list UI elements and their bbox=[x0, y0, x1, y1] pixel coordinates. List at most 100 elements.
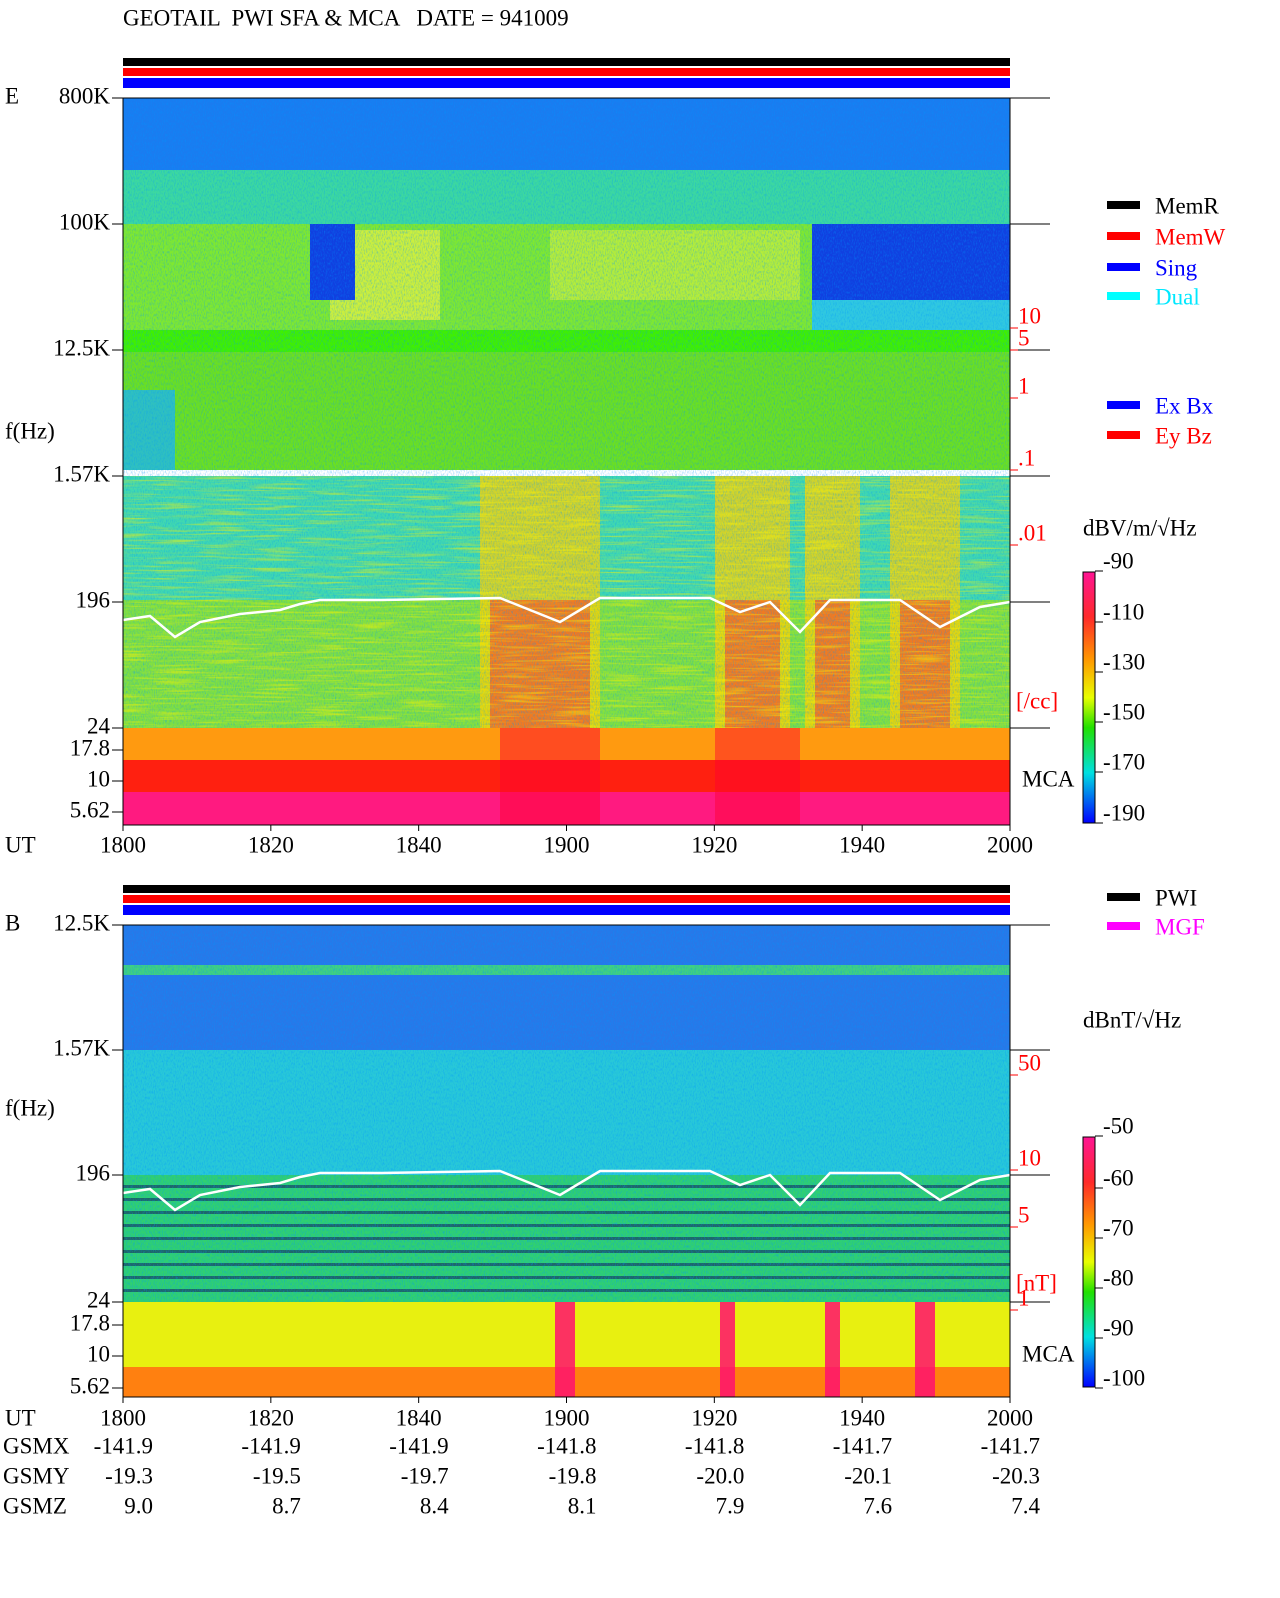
legend-label: Sing bbox=[1155, 255, 1198, 280]
y-axis-label: f(Hz) bbox=[5, 1095, 55, 1120]
y-tick-label: 196 bbox=[76, 1160, 111, 1185]
colorbar-tick-label: -100 bbox=[1103, 1365, 1145, 1390]
ephemeris-value: -19.8 bbox=[549, 1463, 597, 1488]
ephemeris-label: GSMY bbox=[3, 1463, 70, 1488]
legend-swatch bbox=[1107, 263, 1140, 271]
x-tick-label: 2000 bbox=[987, 832, 1033, 857]
noise bbox=[123, 925, 1010, 1302]
ephemeris-label: GSMZ bbox=[3, 1493, 67, 1518]
x-axis-label: UT bbox=[5, 1405, 36, 1430]
colorbar-tick-label: -80 bbox=[1103, 1265, 1134, 1290]
x-tick-label: 1900 bbox=[544, 1405, 590, 1430]
y-tick-label: 100K bbox=[59, 209, 111, 234]
ephemeris-value: -141.7 bbox=[833, 1433, 892, 1458]
density-unit: [nT] bbox=[1016, 1270, 1057, 1295]
ephemeris-value: 8.7 bbox=[272, 1493, 301, 1518]
density-unit: [/cc] bbox=[1016, 688, 1058, 713]
y-tick-label: 5.62 bbox=[70, 797, 110, 822]
spectrogram-cell bbox=[555, 1302, 575, 1397]
density-scale-label: 10 bbox=[1018, 1145, 1041, 1170]
ephemeris-value: -19.3 bbox=[105, 1463, 153, 1488]
ephemeris-value: -141.8 bbox=[537, 1433, 596, 1458]
colorbar-tick-label: -70 bbox=[1103, 1215, 1134, 1240]
y-tick-label: 12.5K bbox=[53, 335, 110, 360]
density-scale-label: 5 bbox=[1018, 1202, 1030, 1227]
x-tick-label: 1920 bbox=[691, 1405, 737, 1430]
spectrogram-cell bbox=[825, 1302, 840, 1397]
legend-swatch bbox=[1107, 201, 1140, 209]
colorbar-tick-label: -50 bbox=[1103, 1113, 1134, 1138]
colorbar-label: dBV/m/√Hz bbox=[1083, 515, 1197, 540]
x-tick-label: 1840 bbox=[396, 832, 442, 857]
colorbar bbox=[1082, 1136, 1096, 1388]
title: GEOTAIL PWI SFA & MCA DATE = 941009 bbox=[123, 5, 569, 30]
ephemeris-label: GSMX bbox=[3, 1433, 70, 1458]
y-tick-label: 10 bbox=[87, 1341, 110, 1366]
ephemeris-value: 8.4 bbox=[420, 1493, 449, 1518]
legend-label: MGF bbox=[1155, 914, 1205, 939]
y-tick-label: 17.8 bbox=[70, 1310, 110, 1335]
legend-swatch bbox=[1107, 922, 1140, 930]
y-axis-label: f(Hz) bbox=[5, 418, 55, 443]
spectrogram-cell bbox=[915, 1302, 935, 1397]
colorbar-tick-label: -130 bbox=[1103, 649, 1145, 674]
x-tick-label: 1820 bbox=[248, 832, 294, 857]
mca-label: MCA bbox=[1022, 766, 1075, 791]
y-tick-label: 10 bbox=[87, 766, 110, 791]
x-tick-label: 1800 bbox=[100, 1405, 146, 1430]
colorbar-tick-label: -90 bbox=[1103, 548, 1134, 573]
x-tick-label: 1800 bbox=[100, 832, 146, 857]
status-bar bbox=[123, 78, 1010, 88]
ephemeris-value: -20.0 bbox=[696, 1463, 744, 1488]
x-axis-label: UT bbox=[5, 832, 36, 857]
density-scale-label: 10 bbox=[1018, 303, 1041, 328]
ephemeris-value: -20.3 bbox=[992, 1463, 1040, 1488]
y-tick-label: 800K bbox=[59, 83, 111, 108]
x-tick-label: 1900 bbox=[544, 832, 590, 857]
trace-line bbox=[122, 596, 1011, 639]
ephemeris-value: 7.9 bbox=[716, 1493, 745, 1518]
spectrogram-cell bbox=[715, 728, 800, 825]
colorbar-tick-label: -60 bbox=[1103, 1165, 1134, 1190]
colorbar bbox=[1082, 571, 1096, 824]
ephemeris-value: 9.0 bbox=[124, 1493, 153, 1518]
noise bbox=[123, 476, 1010, 728]
legend-label: MemW bbox=[1155, 224, 1226, 249]
legend-swatch bbox=[1107, 401, 1140, 409]
y-tick-label: 196 bbox=[76, 587, 111, 612]
density-scale-label: 5 bbox=[1018, 325, 1030, 350]
legend-label: PWI bbox=[1155, 885, 1197, 910]
y-tick-label: 17.8 bbox=[70, 735, 110, 760]
colorbar-tick-label: -150 bbox=[1103, 699, 1145, 724]
colorbar-tick-label: -110 bbox=[1103, 599, 1144, 624]
y-tick-label: 24 bbox=[87, 1287, 111, 1312]
ephemeris-value: -141.9 bbox=[94, 1433, 153, 1458]
colorbar-tick-label: -90 bbox=[1103, 1315, 1134, 1340]
y-tick-label: 12.5K bbox=[53, 910, 110, 935]
colorbar-label: dBnT/√Hz bbox=[1083, 1007, 1181, 1032]
ephemeris-value: -19.7 bbox=[401, 1463, 449, 1488]
y-tick-label: 24 bbox=[87, 713, 111, 738]
legend-label: Ex Bx bbox=[1155, 393, 1214, 418]
x-tick-label: 2000 bbox=[987, 1405, 1033, 1430]
trace-line bbox=[122, 1169, 1011, 1212]
y-tick-label: 1.57K bbox=[53, 461, 110, 486]
spectrogram-cell bbox=[500, 728, 600, 825]
spectrogram-cell bbox=[720, 1302, 735, 1397]
legend-label: Dual bbox=[1155, 284, 1200, 309]
ephemeris-value: -141.8 bbox=[685, 1433, 744, 1458]
legend-label: MemR bbox=[1155, 193, 1220, 218]
panel-label: B bbox=[5, 910, 20, 935]
status-bar bbox=[123, 58, 1010, 66]
ephemeris-value: -20.1 bbox=[844, 1463, 892, 1488]
x-tick-label: 1920 bbox=[691, 832, 737, 857]
density-scale-label: .1 bbox=[1018, 445, 1035, 470]
ephemeris-value: 7.6 bbox=[863, 1493, 892, 1518]
status-bar bbox=[123, 905, 1010, 915]
legend-swatch bbox=[1107, 232, 1140, 240]
y-tick-label: 5.62 bbox=[70, 1373, 110, 1398]
density-scale-label: 50 bbox=[1018, 1050, 1041, 1075]
x-tick-label: 1820 bbox=[248, 1405, 294, 1430]
density-scale-label: .01 bbox=[1018, 520, 1047, 545]
